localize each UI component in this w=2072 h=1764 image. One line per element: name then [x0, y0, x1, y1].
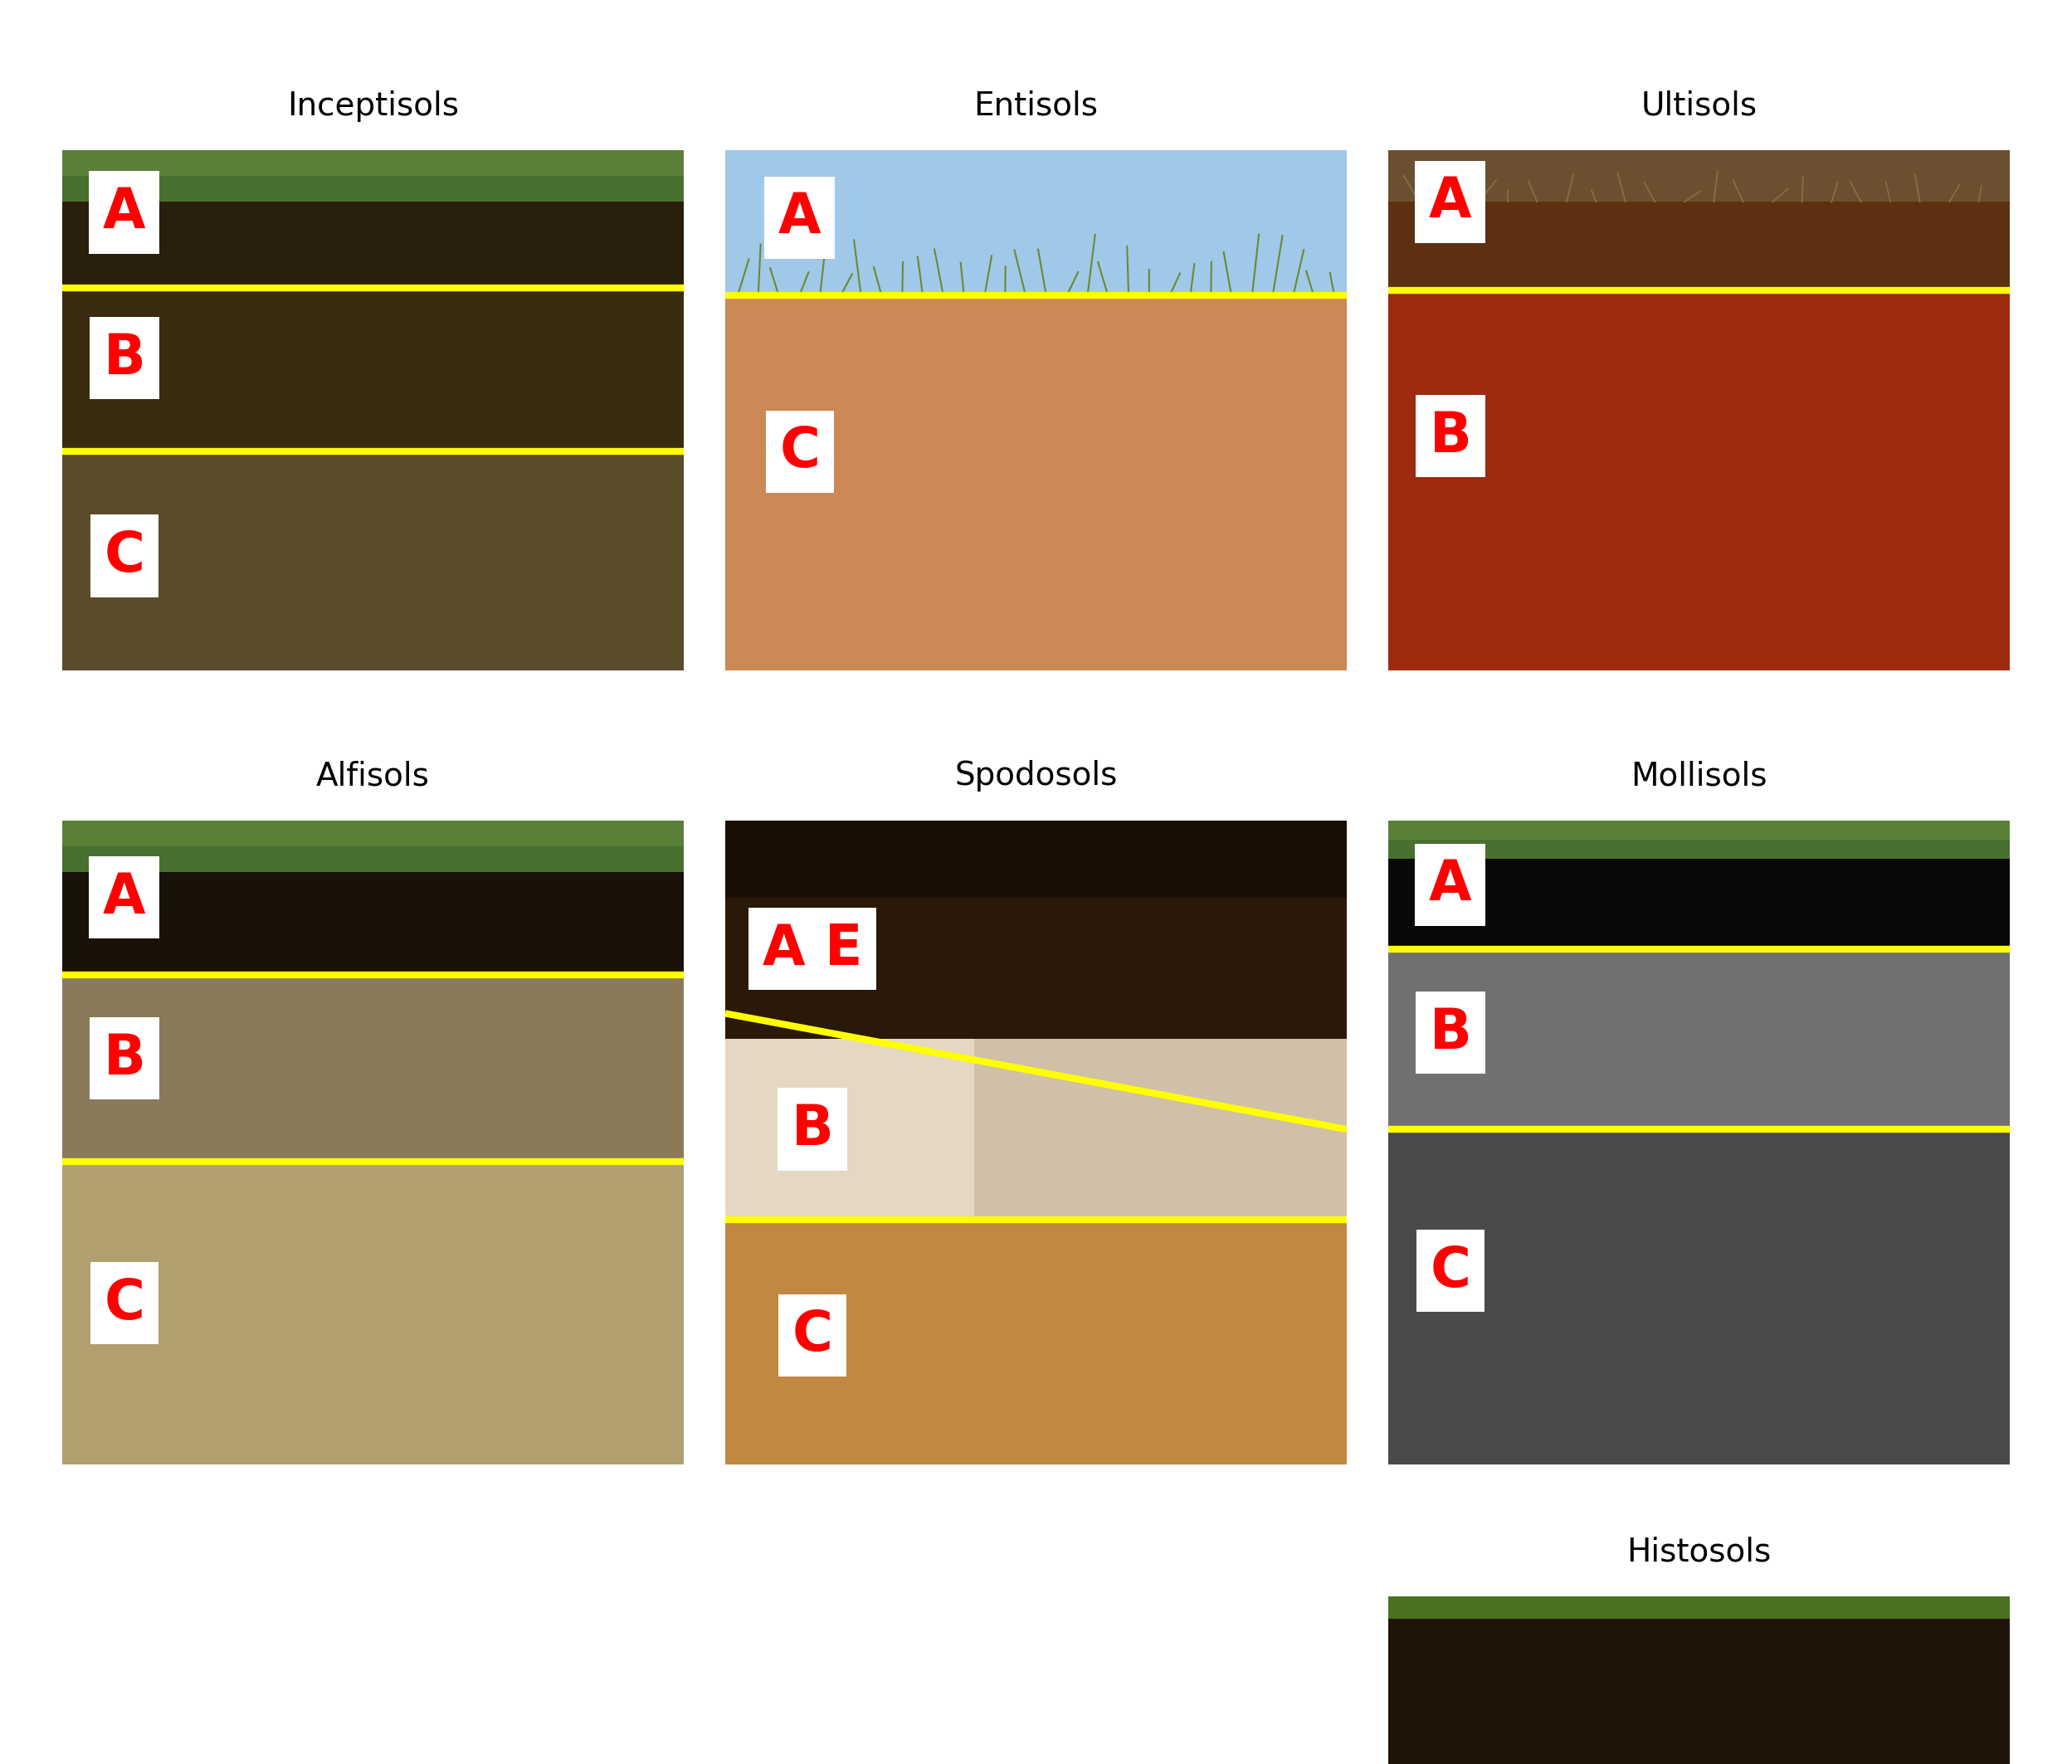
Bar [62, 150, 684, 176]
Bar [1388, 820, 2010, 840]
Text: A: A [104, 870, 145, 924]
Text: Histosols: Histosols [1627, 1536, 1772, 1568]
Bar [1388, 150, 2010, 291]
Bar [1388, 820, 2010, 859]
Bar [62, 150, 684, 288]
Text: A: A [104, 185, 145, 240]
Bar [725, 150, 1347, 296]
Bar [725, 1039, 1347, 1219]
Text: Entisols: Entisols [974, 90, 1098, 122]
Bar [62, 975, 684, 1161]
Text: A E: A E [762, 921, 862, 977]
Bar [1388, 291, 2010, 670]
Bar [725, 820, 1347, 898]
Bar [725, 150, 1347, 296]
Text: Alfisols: Alfisols [317, 760, 429, 792]
Bar [62, 288, 684, 452]
Bar [62, 820, 684, 847]
Bar [725, 296, 1347, 670]
Text: C: C [1430, 1244, 1471, 1298]
Bar [1388, 949, 2010, 1129]
Bar [62, 1161, 684, 1464]
Bar [725, 293, 1347, 296]
Text: C: C [104, 1275, 145, 1330]
Bar [62, 820, 684, 975]
Bar [1388, 1129, 2010, 1464]
Bar [1388, 150, 2010, 203]
Text: B: B [1430, 409, 1471, 464]
Text: B: B [104, 330, 145, 386]
Text: Mollisols: Mollisols [1631, 760, 1767, 792]
Text: B: B [104, 1032, 145, 1087]
Bar [62, 150, 684, 203]
Text: Spodosols: Spodosols [955, 760, 1117, 792]
Text: B: B [792, 1102, 833, 1157]
Text: Ultisols: Ultisols [1641, 90, 1757, 122]
Bar [62, 820, 684, 871]
Bar [62, 452, 684, 670]
Text: C: C [104, 529, 145, 584]
Bar [1388, 820, 2010, 949]
Bar [725, 1219, 1347, 1464]
Text: B: B [1430, 1005, 1471, 1060]
Text: C: C [779, 425, 821, 480]
Text: A: A [1430, 175, 1471, 229]
Text: C: C [792, 1307, 833, 1364]
Text: A: A [779, 191, 821, 245]
Bar [725, 820, 1347, 1039]
Text: A: A [1430, 857, 1471, 912]
Bar [725, 1039, 974, 1219]
Bar [1388, 1596, 2010, 1619]
Text: Inceptisols: Inceptisols [288, 90, 458, 122]
